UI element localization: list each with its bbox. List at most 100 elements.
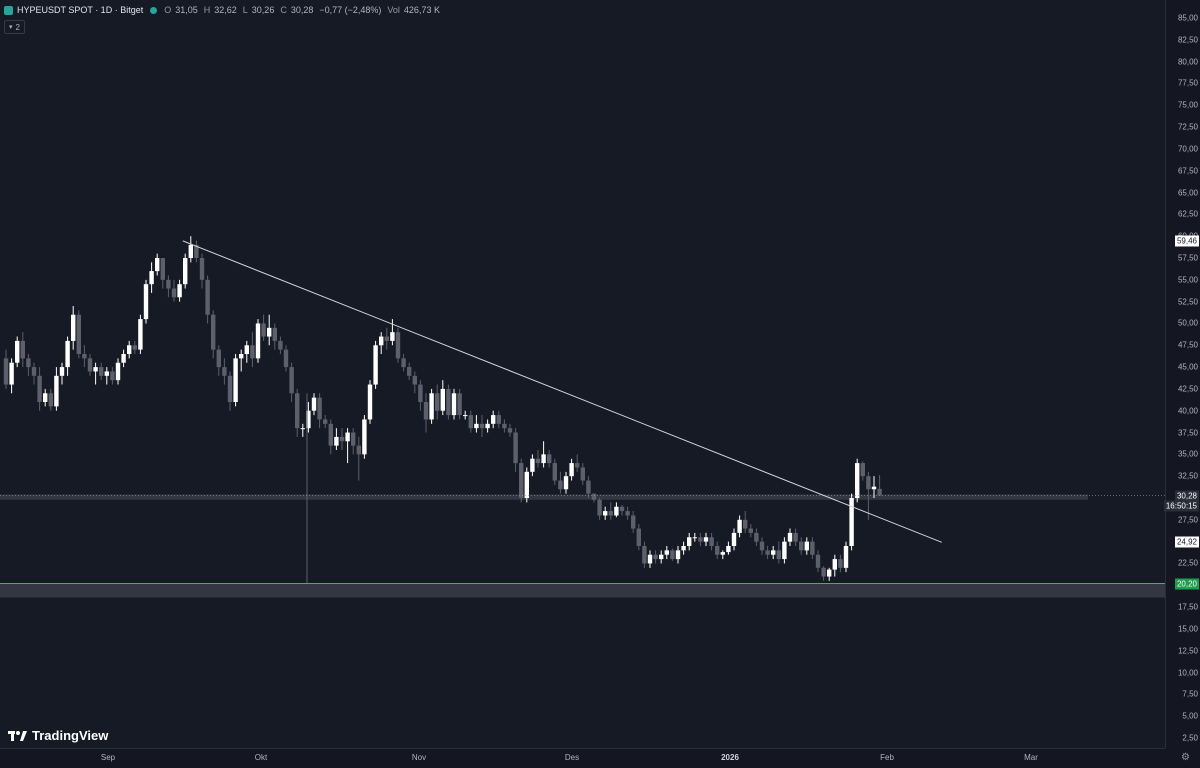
- candle-body: [563, 476, 569, 490]
- candle-body: [283, 349, 289, 368]
- candle-body: [491, 415, 496, 424]
- countdown-label: 16:50:15: [1163, 500, 1199, 512]
- candlestick-chart[interactable]: [0, 0, 1165, 748]
- candle-body: [810, 541, 815, 555]
- candle-body: [373, 345, 378, 385]
- candle-body: [675, 550, 681, 560]
- candle-body: [339, 436, 345, 442]
- candle-body: [855, 463, 860, 498]
- candle-body: [597, 499, 602, 516]
- price-tick: 45,00: [1177, 362, 1198, 372]
- candle-body: [440, 388, 445, 411]
- candle-body: [586, 480, 591, 494]
- trendline: [182, 240, 942, 543]
- candle-body: [199, 258, 205, 280]
- candle-body: [110, 371, 115, 381]
- gear-icon[interactable]: ⚙: [1181, 752, 1190, 763]
- candle-body: [177, 284, 182, 298]
- chart-pane[interactable]: HYPEUSDT SPOT · 1D · Bitget O 31,05 H 32,6…: [0, 0, 1165, 748]
- candle-body: [289, 367, 294, 394]
- candle-body: [849, 498, 854, 546]
- candle-body: [356, 445, 361, 455]
- candle-body: [9, 362, 14, 385]
- candle-body: [272, 327, 277, 341]
- symbol-legend[interactable]: HYPEUSDT SPOT · 1D · Bitget O 31,05 H 32,6…: [4, 5, 442, 15]
- candle-body: [507, 428, 513, 433]
- candle-body: [65, 340, 70, 368]
- candle-body: [48, 393, 53, 407]
- candle-body: [463, 415, 468, 417]
- candle-body: [323, 419, 328, 424]
- price-tick: 22,50: [1177, 558, 1198, 568]
- price-tick: 82,50: [1177, 35, 1198, 45]
- price-tick: 80,00: [1177, 57, 1198, 67]
- symbol-icon: [4, 5, 13, 15]
- indicators-toggle[interactable]: ▾ 2: [4, 20, 25, 34]
- candle-body: [211, 314, 216, 350]
- price-tick: 7,50: [1182, 689, 1198, 699]
- candle-body: [93, 367, 98, 372]
- candle-body: [687, 537, 692, 546]
- candle-body: [43, 393, 48, 402]
- candle-body: [250, 345, 255, 359]
- candle-body: [474, 423, 479, 429]
- candle-body: [222, 367, 227, 376]
- time-tick: Nov: [411, 753, 427, 762]
- close-label: C: [280, 5, 287, 15]
- candle-body: [183, 258, 188, 285]
- symbol-title[interactable]: HYPEUSDT SPOT · 1D · Bitget: [17, 5, 144, 15]
- high-value: 32,62: [214, 5, 237, 15]
- open-label: O: [164, 5, 172, 15]
- candle-body: [815, 554, 821, 568]
- open-value: 31,05: [175, 5, 198, 15]
- time-axis[interactable]: Sep Okt Nov Des 2026 Feb Mar: [0, 748, 1165, 768]
- candle-body: [412, 375, 417, 385]
- candle-body: [54, 375, 59, 407]
- price-tick: 47,50: [1177, 340, 1198, 350]
- candle-body: [160, 258, 165, 280]
- change-value: −0,77 (−2,48%): [319, 5, 382, 15]
- candle-body: [390, 332, 395, 341]
- candle-body: [513, 432, 518, 464]
- tradingview-logo-icon: [8, 730, 27, 741]
- last-price-label: 30,28: [1174, 490, 1199, 502]
- candle-body: [143, 284, 149, 320]
- candle-body: [631, 515, 636, 529]
- resistance-zone: [0, 494, 1088, 500]
- candle-body: [838, 559, 843, 568]
- price-tick: 32,50: [1177, 471, 1198, 481]
- candle-body: [451, 393, 457, 416]
- price-tick: 77,50: [1177, 78, 1198, 88]
- price-tick: 70,00: [1177, 144, 1198, 154]
- candle-body: [121, 354, 126, 363]
- candle-body: [367, 384, 373, 420]
- candle-body: [244, 345, 249, 354]
- candle-body: [843, 546, 849, 568]
- support-price-label: 20,20: [1174, 578, 1199, 590]
- close-value: 30,28: [290, 5, 314, 15]
- price-tick: 67,50: [1177, 166, 1198, 176]
- candle-body: [709, 537, 714, 546]
- price-tick: 35,00: [1177, 449, 1198, 459]
- indicator-count: 2: [15, 22, 20, 32]
- candle-body: [552, 463, 557, 481]
- candle-body: [793, 532, 798, 542]
- candle-body: [653, 554, 658, 560]
- tradingview-logo[interactable]: TradingView: [8, 728, 108, 743]
- candle-body: [31, 367, 37, 376]
- price-axis[interactable]: 85,00 82,50 80,00 77,50 75,00 72,50 70,00 67,50…: [1163, 0, 1200, 748]
- candle-body: [715, 546, 720, 555]
- candle-body: [743, 519, 748, 529]
- candle-body: [698, 537, 703, 542]
- candle-body: [608, 511, 613, 516]
- price-tick: 75,00: [1177, 100, 1198, 110]
- candle-body: [832, 559, 837, 570]
- candle-body: [82, 354, 87, 359]
- candle-body: [619, 506, 625, 512]
- candle-body: [720, 552, 725, 555]
- candle-body: [759, 541, 765, 551]
- candle-body: [233, 358, 238, 402]
- candle-body: [418, 384, 423, 402]
- candle-body: [782, 541, 787, 560]
- time-tick: Okt: [254, 753, 268, 762]
